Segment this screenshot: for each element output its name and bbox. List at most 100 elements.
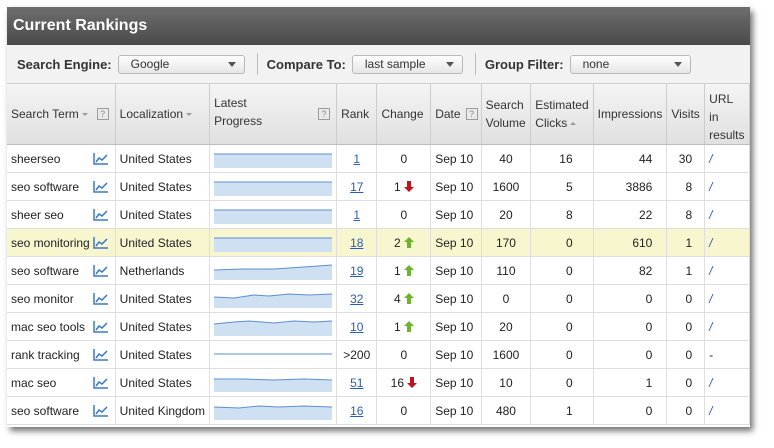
url-link[interactable]: / [709, 319, 713, 334]
trend-chart-icon[interactable] [92, 377, 109, 389]
trend-chart-icon[interactable] [92, 237, 109, 249]
compare-to-select[interactable]: last sample [351, 54, 463, 74]
search-term-text: rank tracking [11, 347, 80, 362]
trend-chart-icon[interactable] [92, 265, 109, 277]
progress-sparkline [214, 264, 333, 280]
rank-link[interactable]: 1 [353, 207, 361, 222]
trend-chart-icon[interactable] [92, 349, 109, 361]
table-row[interactable]: sheerseo United States 1 0 Sep 10 40 16 44 30/ [7, 144, 750, 173]
url-link[interactable]: / [709, 207, 713, 222]
progress-sparkline [214, 237, 333, 252]
table-row[interactable]: seo monitoring United States 18 2 Sep 10 170 0… [7, 228, 750, 257]
rank-cell: 1 [336, 200, 378, 229]
search-term-text: seo monitoring [11, 235, 90, 250]
column-label: Search Term [11, 107, 79, 121]
url-link[interactable]: / [709, 179, 713, 194]
filter-toolbar: Search Engine: Google Compare To: last s… [7, 45, 750, 84]
arrow-up-icon [403, 236, 414, 248]
latest-progress-cell [209, 312, 338, 341]
group-filter-select[interactable]: none [569, 54, 691, 74]
change-value: 0 [400, 347, 408, 362]
column-label: results [709, 128, 745, 142]
column-header-url[interactable]: URL in results [704, 84, 750, 145]
trend-chart-icon[interactable] [92, 209, 109, 221]
localization-cell: United States [115, 144, 211, 173]
group-filter-value: none [582, 57, 610, 71]
url-cell: / [704, 256, 750, 285]
latest-progress-cell [209, 144, 338, 173]
table-row[interactable]: seo software United States 17 1 Sep 10 1600 5 3… [7, 172, 750, 201]
change-cell: 0 [376, 144, 432, 173]
column-header-rank[interactable]: Rank [336, 84, 378, 145]
column-label: Progress [214, 114, 263, 128]
column-header-search-term[interactable]: Search Term ? [7, 84, 116, 145]
trend-chart-icon[interactable] [92, 181, 109, 193]
rank-link[interactable]: 51 [350, 375, 364, 390]
search-term-text: seo monitor [11, 291, 74, 306]
table-row[interactable]: sheer seo United States 1 0 Sep 10 20 8 22 8/ [7, 200, 750, 229]
impressions-cell: 0 [593, 340, 668, 369]
column-label: Latest [214, 96, 247, 110]
rank-cell: 1 [336, 144, 378, 173]
url-link[interactable]: / [709, 403, 713, 418]
change-cell: 1 [376, 256, 432, 285]
trend-chart-icon[interactable] [92, 153, 109, 165]
table-row[interactable]: rank tracking United States >200 0 Sep 10 160… [7, 340, 750, 369]
estimated-clicks-cell: 0 [530, 256, 594, 285]
table-row[interactable]: mac seo United States 51 16 Sep 10 10 0 1 0/ [7, 368, 750, 397]
rank-link[interactable]: 16 [350, 403, 364, 418]
rank-link[interactable]: 32 [350, 291, 364, 306]
rank-link[interactable]: 17 [350, 179, 364, 194]
column-header-localization[interactable]: Localization [115, 84, 211, 145]
url-link[interactable]: / [709, 151, 713, 166]
trend-chart-icon[interactable] [92, 405, 109, 417]
url-link[interactable]: / [709, 375, 713, 390]
search-engine-select[interactable]: Google [117, 54, 245, 74]
trend-chart-icon[interactable] [92, 321, 109, 333]
progress-sparkline [214, 292, 333, 308]
url-link[interactable]: / [709, 263, 713, 278]
help-icon[interactable]: ? [318, 108, 331, 120]
rank-link[interactable]: 18 [350, 235, 364, 250]
column-header-latest-progress[interactable]: Latest Progress ? [209, 84, 338, 145]
search-term-text: mac seo tools [11, 319, 86, 334]
column-label: URL in [709, 92, 733, 124]
column-header-estimated-clicks[interactable]: Estimated Clicks [530, 84, 594, 145]
search-term-cell: sheer seo [7, 200, 116, 229]
search-engine-value: Google [130, 57, 170, 71]
localization-cell: United Kingdom [115, 396, 211, 425]
help-icon[interactable]: ? [465, 108, 478, 120]
change-cell: 4 [376, 284, 432, 313]
url-cell: / [704, 396, 750, 425]
column-header-impressions[interactable]: Impressions [593, 84, 668, 145]
toolbar-divider [256, 53, 258, 75]
arrow-down-icon [403, 180, 414, 192]
table-row[interactable]: mac seo tools United States 10 1 Sep 10 20 0 0 0… [7, 312, 750, 341]
visits-cell: 0 [666, 340, 706, 369]
rank-link[interactable]: 10 [350, 319, 364, 334]
column-header-change[interactable]: Change [376, 84, 432, 145]
trend-chart-icon[interactable] [92, 293, 109, 305]
column-header-visits[interactable]: Visits [666, 84, 706, 145]
rank-link[interactable]: 19 [350, 263, 364, 278]
column-label: Change [381, 107, 424, 121]
rank-cell: 16 [336, 396, 378, 425]
search-term-cell: seo software [7, 172, 116, 201]
url-link[interactable]: / [709, 235, 713, 250]
search-volume-cell: 0 [481, 284, 532, 313]
url-cell: / [704, 228, 750, 257]
url-link[interactable]: / [709, 291, 713, 306]
table-row[interactable]: seo software United Kingdom 16 0 Sep 10 480 1 0… [7, 396, 750, 425]
rank-link[interactable]: 1 [353, 151, 361, 166]
progress-sparkline [214, 153, 333, 168]
localization-cell: United States [115, 368, 211, 397]
search-term-text: seo software [11, 403, 80, 418]
table-row[interactable]: seo monitor United States 32 4 Sep 10 0 0 0 0/ [7, 284, 750, 313]
column-label: Clicks [535, 116, 568, 130]
toolbar-divider [474, 53, 476, 75]
progress-sparkline [214, 404, 333, 420]
column-header-date[interactable]: Date ? [430, 84, 482, 145]
help-icon[interactable]: ? [96, 108, 109, 120]
column-header-search-volume[interactable]: Search Volume [481, 84, 532, 145]
